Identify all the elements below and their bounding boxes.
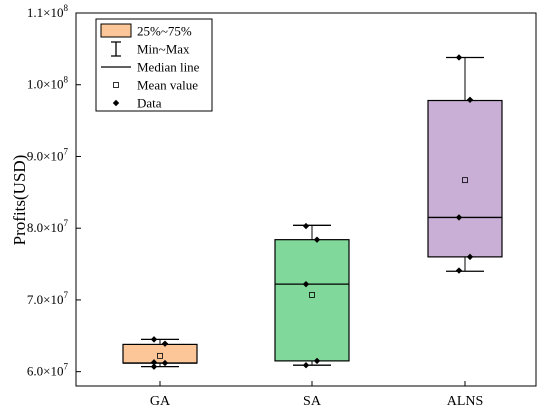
legend-swatch-data: [112, 99, 120, 107]
mean-marker: [309, 292, 315, 298]
box-alns: [427, 54, 503, 274]
data-point: [313, 357, 321, 365]
box-sa: [274, 222, 350, 369]
plot-frame: [75, 12, 537, 387]
legend-label: Min~Max: [137, 42, 190, 57]
y-axis: 6.0×107 7.0×107 8.0×107 9.0×107 1.0×108 1.1×1…: [27, 3, 81, 379]
data-point: [466, 253, 474, 261]
data-point: [302, 280, 310, 288]
data-point: [302, 222, 310, 230]
y-tick-label: 1.1×108: [27, 3, 69, 20]
data-point: [455, 54, 463, 61]
legend: 25%~75% Min~Max Median line Mean value Data: [95, 18, 213, 112]
data-point: [455, 214, 463, 221]
data-point: [161, 359, 169, 367]
legend-swatch-mean: [113, 82, 119, 88]
boxes-layer: [122, 54, 503, 370]
box-ga: [122, 336, 198, 370]
y-tick-label: 7.0×107: [27, 290, 69, 307]
iqr-box: [427, 99, 503, 258]
data-point: [466, 96, 474, 103]
data-point: [302, 361, 310, 369]
legend-label: Median line: [137, 60, 200, 75]
legend-swatch-box: [100, 23, 132, 38]
mean-marker: [462, 177, 468, 184]
y-tick-label: 9.0×107: [27, 146, 69, 163]
data-point: [455, 267, 463, 274]
x-tick-label: GA: [150, 394, 171, 409]
y-tick-label: 8.0×107: [27, 218, 69, 235]
data-point: [161, 340, 169, 347]
data-point: [150, 359, 158, 366]
x-axis: GA SA ALNS: [150, 381, 483, 409]
iqr-box: [274, 239, 350, 362]
legend-label: Mean value: [137, 78, 198, 93]
legend-label: 25%~75%: [137, 24, 192, 39]
y-axis-title: Profits(USD): [10, 155, 29, 246]
x-tick-label: SA: [303, 394, 322, 409]
mean-marker: [157, 352, 163, 359]
x-tick-label: ALNS: [447, 394, 484, 409]
y-tick-label: 6.0×107: [27, 362, 69, 379]
data-point: [150, 363, 158, 370]
data-point: [313, 236, 321, 243]
y-tick-label: 1.0×108: [27, 75, 69, 92]
data-point: [150, 336, 158, 343]
legend-label: Data: [137, 96, 162, 111]
legend-swatch-minmax: [111, 41, 121, 57]
